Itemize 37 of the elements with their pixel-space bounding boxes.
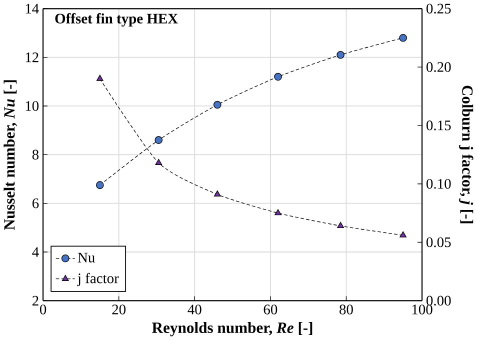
point xyxy=(96,181,104,189)
x-tick-label: 20 xyxy=(112,304,126,314)
y-tick-label: 10 xyxy=(26,101,39,111)
y-tick-label: 4 xyxy=(32,247,39,257)
x-axis-title: Reynolds number, Re [-] xyxy=(152,322,312,336)
x-tick-label: 40 xyxy=(188,304,202,314)
y2-tick-label: 0.10 xyxy=(426,178,451,189)
y2-tick-label: 0.20 xyxy=(426,62,451,72)
legend-label: Nu xyxy=(78,252,95,262)
x-tick-label: 0 xyxy=(40,304,46,314)
point xyxy=(154,136,163,144)
y2-tick-label: 0.05 xyxy=(426,237,451,248)
chart-title: Offset fin type HEX xyxy=(55,13,178,27)
y-tick-label: 14 xyxy=(26,4,39,14)
y2-tick-label: 0.00 xyxy=(426,296,451,306)
y-tick-label: 6 xyxy=(32,198,39,208)
x-tick-label: 80 xyxy=(340,304,353,314)
y-tick-label: 2 xyxy=(32,296,38,306)
point xyxy=(155,158,162,165)
y2-tick-label: 0.15 xyxy=(426,120,451,130)
x-tick-label: 100 xyxy=(412,304,432,314)
point xyxy=(274,72,282,81)
point xyxy=(214,190,221,197)
legend-label: j factor xyxy=(77,272,119,286)
point xyxy=(336,50,344,59)
point xyxy=(337,222,344,228)
x-tick-label: 60 xyxy=(264,304,278,314)
y2-axis-title: Colburn j factor,j [-] xyxy=(458,86,474,224)
point xyxy=(400,231,407,238)
point xyxy=(213,100,222,109)
point xyxy=(399,34,407,42)
y2-tick-label: 0.25 xyxy=(426,4,451,14)
y-tick-label: 12 xyxy=(26,52,38,62)
y-axis-title: Nusselt number, Nu [-] xyxy=(4,80,17,230)
y-tick-label: 8 xyxy=(32,150,39,160)
point xyxy=(274,209,282,216)
point xyxy=(96,74,104,81)
